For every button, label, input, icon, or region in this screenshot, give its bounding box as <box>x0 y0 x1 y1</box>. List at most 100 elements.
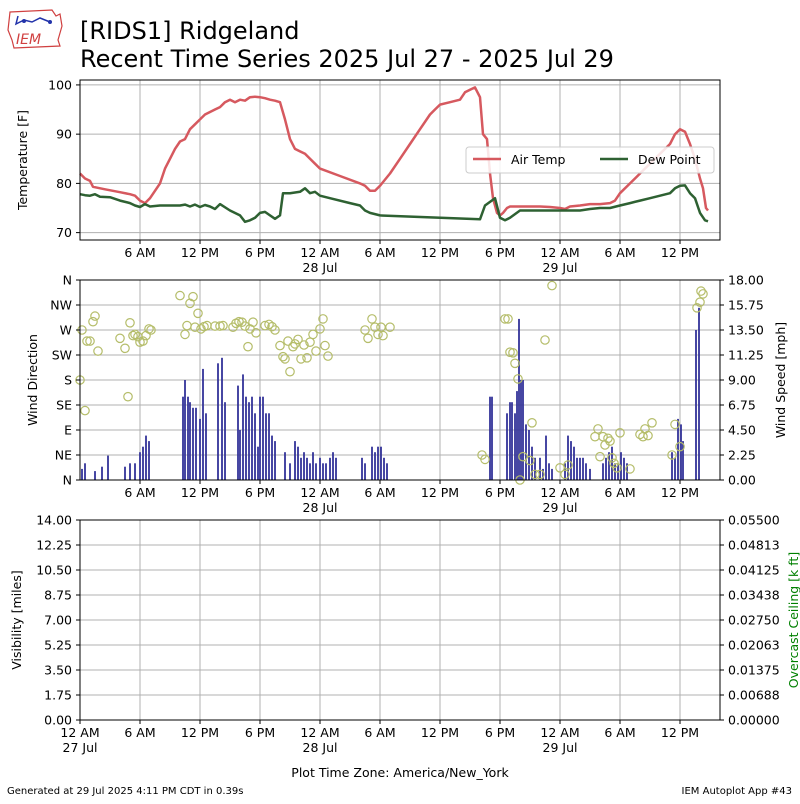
temperature-legend: Air Temp Dew Point <box>465 146 715 174</box>
wind-direction-marker <box>615 427 625 438</box>
wind-direction-marker <box>593 424 603 434</box>
temperature-y-tick-label: 70 <box>56 225 72 240</box>
air-temp-series-line <box>79 86 709 217</box>
wind-speed-bar <box>142 446 144 480</box>
wind-speed-bar <box>224 402 226 480</box>
wind-speed-bar <box>677 418 679 480</box>
visibility-tick-label: 8.75 <box>44 588 72 603</box>
wind-speed-bar <box>525 424 527 480</box>
wind-speed-bar <box>300 457 302 480</box>
wind-direction-marker <box>318 314 328 324</box>
wind-direction-marker <box>675 441 685 452</box>
temperature-y-tick-label: 90 <box>56 127 72 142</box>
wind-direction-marker <box>692 302 702 313</box>
wind-speed-bar <box>573 446 575 480</box>
wind-direction-marker <box>547 280 557 291</box>
wind-direction-marker <box>696 286 706 296</box>
wind-direction-marker <box>144 324 154 334</box>
wind-speed-bar <box>319 457 321 480</box>
wind-direction-marker <box>93 346 103 356</box>
x-axis-title: Plot Time Zone: America/New_York <box>291 765 509 780</box>
wind-direction-marker <box>128 330 138 341</box>
temperature-x-tick-label: 12 PM <box>421 245 459 260</box>
wind-direction-marker <box>251 327 261 338</box>
wind-direction-marker <box>296 354 306 364</box>
wind-speed-bar <box>585 463 587 480</box>
wind-speed-bar <box>94 471 96 480</box>
wind-direction-marker <box>385 322 395 332</box>
wind-speed-bar <box>199 418 201 480</box>
visibility-tick-label: 3.50 <box>44 663 72 678</box>
wind-x-tick-label: 6 AM <box>604 485 635 500</box>
wind-speed-bar <box>516 391 518 480</box>
wind-direction-marker <box>115 333 125 344</box>
wind-speed-bar <box>195 407 197 480</box>
temperature-y-tick-label: 100 <box>48 77 72 92</box>
wind-speed-bar <box>187 396 189 480</box>
chart-title-line2: Recent Time Series 2025 Jul 27 - 2025 Ju… <box>80 45 614 73</box>
wind-direction-tick-label: NW <box>50 298 72 313</box>
temperature-x-tick-label: 6 PM <box>245 245 275 260</box>
wind-direction-marker <box>590 431 600 442</box>
wind-speed-bar <box>506 413 508 480</box>
wind-direction-marker <box>275 340 285 351</box>
temperature-y-label: Temperature [F] <box>15 110 30 211</box>
wind-speed-bar <box>329 457 331 480</box>
wind-direction-marker <box>378 330 388 341</box>
wind-direction-marker <box>695 297 705 307</box>
ceiling-tick-label: 0.00688 <box>728 688 780 703</box>
wind-direction-marker <box>146 325 156 335</box>
visibility-tick-label: 0.00 <box>44 713 72 728</box>
wind-direction-marker <box>218 320 228 331</box>
wind-direction-marker <box>90 311 100 321</box>
wind-speed-bar <box>274 441 276 480</box>
wind-x-tick-date-label: 29 Jul <box>543 500 578 515</box>
wind-speed-tick-label: 18.00 <box>728 273 764 288</box>
wind-speed-tick-label: 15.75 <box>728 298 764 313</box>
wind-speed-tick-label: 13.50 <box>728 323 764 338</box>
ceiling-tick-label: 0.02750 <box>728 613 780 628</box>
ceiling-y-label: Overcast Ceiling [k ft] <box>786 552 800 688</box>
wind-direction-marker <box>560 469 570 480</box>
wind-speed-bar <box>582 457 584 480</box>
wind-direction-marker <box>188 291 198 302</box>
visibility-x-tick-label: 6 PM <box>485 725 515 740</box>
iem-logo-icon: IEM <box>7 9 63 49</box>
wind-speed-bar <box>221 357 223 480</box>
wind-speed-bar <box>303 452 305 480</box>
wind-direction-marker <box>367 314 377 324</box>
ceiling-tick-label: 0.02063 <box>728 638 780 653</box>
wind-direction-marker <box>513 374 523 384</box>
wind-direction-marker <box>120 343 130 354</box>
temperature-x-tick-label: 6 AM <box>364 245 395 260</box>
wind-speed-bar <box>576 457 578 480</box>
visibility-x-tick-label: 12 AM <box>300 725 339 740</box>
wind-direction-marker <box>130 329 140 340</box>
wind-speed-bar <box>386 463 388 480</box>
temperature-x-tick-date-label: 29 Jul <box>543 260 578 275</box>
wind-speed-bar <box>205 413 207 480</box>
wind-speed-bar <box>134 463 136 480</box>
wind-speed-bar <box>262 396 264 480</box>
wind-speed-tick-label: 6.75 <box>728 398 756 413</box>
wind-speed-bar <box>101 466 103 480</box>
wind-direction-tick-label: N <box>63 473 72 488</box>
wind-speed-bar <box>271 435 273 480</box>
wind-direction-marker <box>302 352 312 363</box>
wind-speed-bar <box>509 402 511 480</box>
wind-direction-marker <box>180 329 190 340</box>
wind-direction-marker <box>563 460 573 470</box>
wind-direction-marker <box>518 451 528 462</box>
wind-direction-marker <box>647 417 657 428</box>
wind-direction-marker <box>264 319 274 330</box>
visibility-tick-label: 1.75 <box>44 688 72 703</box>
wind-speed-bar <box>545 435 547 480</box>
ceiling-tick-label: 0.03438 <box>728 588 780 603</box>
wind-speed-bar <box>309 463 311 480</box>
wind-x-tick-label: 6 AM <box>364 485 395 500</box>
temperature-axes-frame <box>79 79 721 241</box>
ceiling-tick-label: 0.01375 <box>728 663 780 678</box>
